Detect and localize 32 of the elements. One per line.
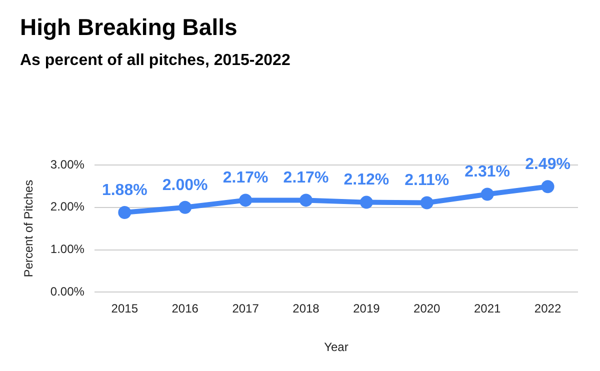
point bbox=[360, 196, 373, 209]
y-tick-label: 0.00% bbox=[50, 284, 85, 299]
x-tick-label: 2019 bbox=[353, 302, 380, 316]
point bbox=[239, 194, 252, 207]
chart-title: High Breaking Balls bbox=[20, 14, 238, 41]
data-label: 2.17% bbox=[283, 170, 329, 187]
y-axis-title: Percent of Pitches bbox=[22, 180, 36, 278]
x-tick-label: 2016 bbox=[172, 302, 199, 316]
data-label: 2.12% bbox=[344, 172, 390, 189]
data-label: 2.31% bbox=[464, 164, 510, 181]
x-axis-title: Year bbox=[324, 340, 348, 354]
data-label: 2.49% bbox=[525, 156, 570, 174]
data-label: 2.11% bbox=[404, 172, 450, 190]
data-label: 2.17% bbox=[222, 170, 268, 187]
x-tick-label: 2018 bbox=[292, 302, 320, 316]
point bbox=[420, 196, 434, 210]
point bbox=[118, 206, 132, 219]
data-label: 2.00% bbox=[162, 176, 208, 194]
data-label: 1.88% bbox=[102, 182, 148, 199]
chart-subtitle: As percent of all pitches, 2015-2022 bbox=[20, 52, 290, 70]
point bbox=[178, 200, 192, 214]
y-tick-label: 3.00% bbox=[50, 157, 85, 172]
point bbox=[541, 180, 554, 194]
x-tick-label: 2020 bbox=[414, 302, 441, 316]
x-tick-label: 2015 bbox=[111, 302, 138, 316]
x-tick-label: 2022 bbox=[534, 302, 562, 316]
point bbox=[299, 194, 312, 207]
y-tick-label: 2.00% bbox=[50, 200, 85, 214]
x-tick-label: 2017 bbox=[232, 302, 260, 316]
x-tick-label: 2021 bbox=[474, 302, 501, 316]
point bbox=[480, 188, 494, 201]
y-tick-label: 1.00% bbox=[50, 242, 85, 256]
